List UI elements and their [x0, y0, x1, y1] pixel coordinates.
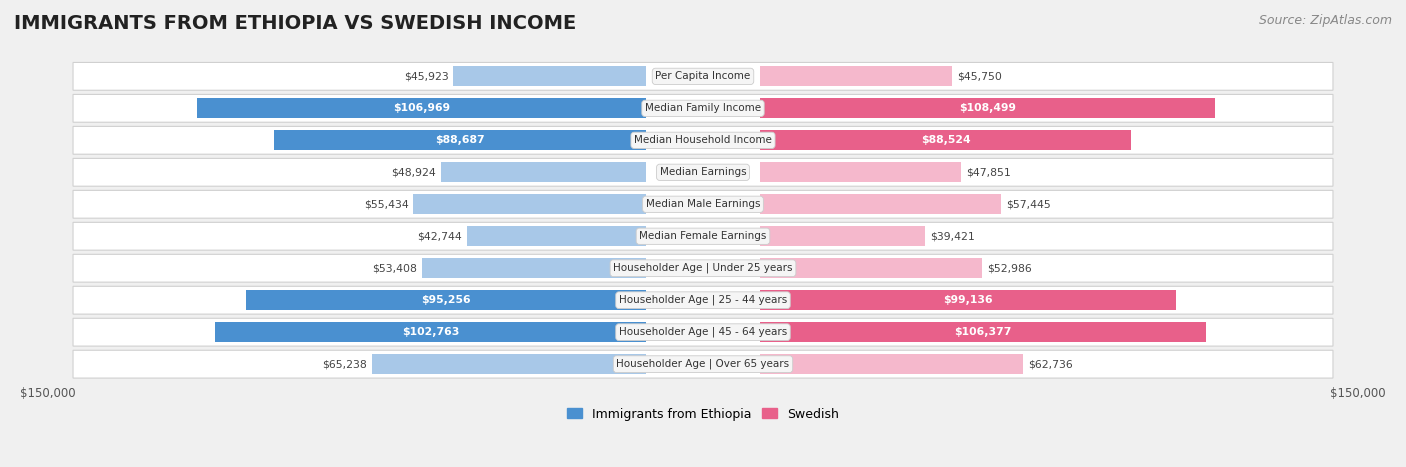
Text: Householder Age | 45 - 64 years: Householder Age | 45 - 64 years [619, 327, 787, 338]
Text: $99,136: $99,136 [943, 295, 993, 305]
Text: $88,524: $88,524 [921, 135, 970, 145]
Bar [759, 66, 952, 86]
Text: Median Female Earnings: Median Female Earnings [640, 231, 766, 241]
Text: Per Capita Income: Per Capita Income [655, 71, 751, 81]
Text: Median Household Income: Median Household Income [634, 135, 772, 145]
Bar [759, 322, 1206, 342]
Bar [759, 290, 1175, 310]
Text: $39,421: $39,421 [931, 231, 974, 241]
Text: $88,687: $88,687 [436, 135, 485, 145]
Legend: Immigrants from Ethiopia, Swedish: Immigrants from Ethiopia, Swedish [562, 403, 844, 425]
Text: $150,000: $150,000 [1330, 387, 1386, 400]
Text: $106,377: $106,377 [955, 327, 1012, 337]
Bar [246, 290, 647, 310]
Text: $55,434: $55,434 [364, 199, 409, 209]
Text: $95,256: $95,256 [422, 295, 471, 305]
Bar [759, 194, 1001, 214]
Bar [759, 163, 960, 182]
Bar [373, 354, 647, 374]
Bar [467, 226, 647, 246]
Bar [759, 354, 1024, 374]
Bar [759, 130, 1132, 150]
Text: $150,000: $150,000 [20, 387, 76, 400]
Bar [422, 258, 647, 278]
Bar [454, 66, 647, 86]
Text: $108,499: $108,499 [959, 103, 1017, 113]
Text: $57,445: $57,445 [1007, 199, 1050, 209]
Text: $106,969: $106,969 [394, 103, 450, 113]
Text: $65,238: $65,238 [322, 359, 367, 369]
Text: $52,986: $52,986 [987, 263, 1032, 273]
Text: Median Family Income: Median Family Income [645, 103, 761, 113]
FancyBboxPatch shape [73, 191, 1333, 218]
Text: $45,923: $45,923 [404, 71, 449, 81]
FancyBboxPatch shape [73, 286, 1333, 314]
FancyBboxPatch shape [73, 350, 1333, 378]
FancyBboxPatch shape [73, 255, 1333, 282]
Bar [215, 322, 647, 342]
Text: Source: ZipAtlas.com: Source: ZipAtlas.com [1258, 14, 1392, 27]
Text: $53,408: $53,408 [373, 263, 418, 273]
Text: $45,750: $45,750 [957, 71, 1001, 81]
Text: $62,736: $62,736 [1028, 359, 1073, 369]
FancyBboxPatch shape [73, 318, 1333, 346]
Bar [759, 258, 983, 278]
FancyBboxPatch shape [73, 94, 1333, 122]
FancyBboxPatch shape [73, 127, 1333, 154]
FancyBboxPatch shape [73, 222, 1333, 250]
Text: Householder Age | 25 - 44 years: Householder Age | 25 - 44 years [619, 295, 787, 305]
Text: Householder Age | Under 25 years: Householder Age | Under 25 years [613, 263, 793, 274]
Text: $47,851: $47,851 [966, 167, 1011, 177]
Bar [441, 163, 647, 182]
Bar [413, 194, 647, 214]
Bar [759, 226, 925, 246]
Text: Median Male Earnings: Median Male Earnings [645, 199, 761, 209]
Text: IMMIGRANTS FROM ETHIOPIA VS SWEDISH INCOME: IMMIGRANTS FROM ETHIOPIA VS SWEDISH INCO… [14, 14, 576, 33]
Text: $102,763: $102,763 [402, 327, 460, 337]
Bar [759, 99, 1215, 118]
Text: $48,924: $48,924 [391, 167, 436, 177]
FancyBboxPatch shape [73, 63, 1333, 90]
FancyBboxPatch shape [73, 158, 1333, 186]
Text: $42,744: $42,744 [418, 231, 461, 241]
Text: Householder Age | Over 65 years: Householder Age | Over 65 years [616, 359, 790, 369]
Text: Median Earnings: Median Earnings [659, 167, 747, 177]
Bar [197, 99, 647, 118]
Bar [274, 130, 647, 150]
